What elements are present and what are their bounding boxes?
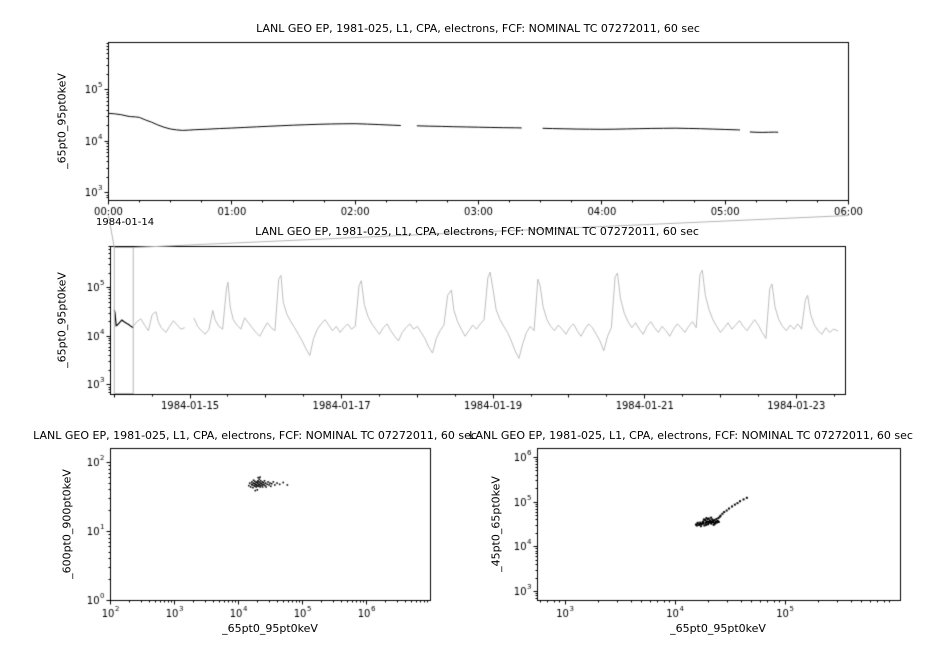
plot1-area[interactable] [108, 42, 848, 200]
plot2-area[interactable] [110, 246, 845, 394]
plot2-title: LANL GEO EP, 1981-025, L1, CPA, electron… [255, 225, 699, 238]
plot2-y-axis-label: _65pt0_95pt0keV [55, 272, 69, 368]
plot1-title: LANL GEO EP, 1981-025, L1, CPA, electron… [256, 22, 700, 35]
plot4-title: LANL GEO EP, 1981-025, L1, CPA, electron… [469, 429, 913, 442]
plot4-y-axis-label: _45pt0_65pt0keV [489, 476, 503, 572]
plot1-context-date-label: 1984-01-14 [96, 217, 155, 228]
plot3-y-axis-label: _600pt0_900pt0keV [60, 469, 74, 579]
plot1-y-axis-label: _65pt0_95pt0keV [55, 73, 69, 169]
plot4-area[interactable] [537, 448, 900, 600]
plot4-x-axis-label: _65pt0_95pt0keV [670, 622, 766, 635]
plot3-x-axis-label: _65pt0_95pt0keV [222, 622, 318, 635]
plot3-area[interactable] [110, 448, 430, 600]
plot3-title: LANL GEO EP, 1981-025, L1, CPA, electron… [33, 429, 477, 442]
